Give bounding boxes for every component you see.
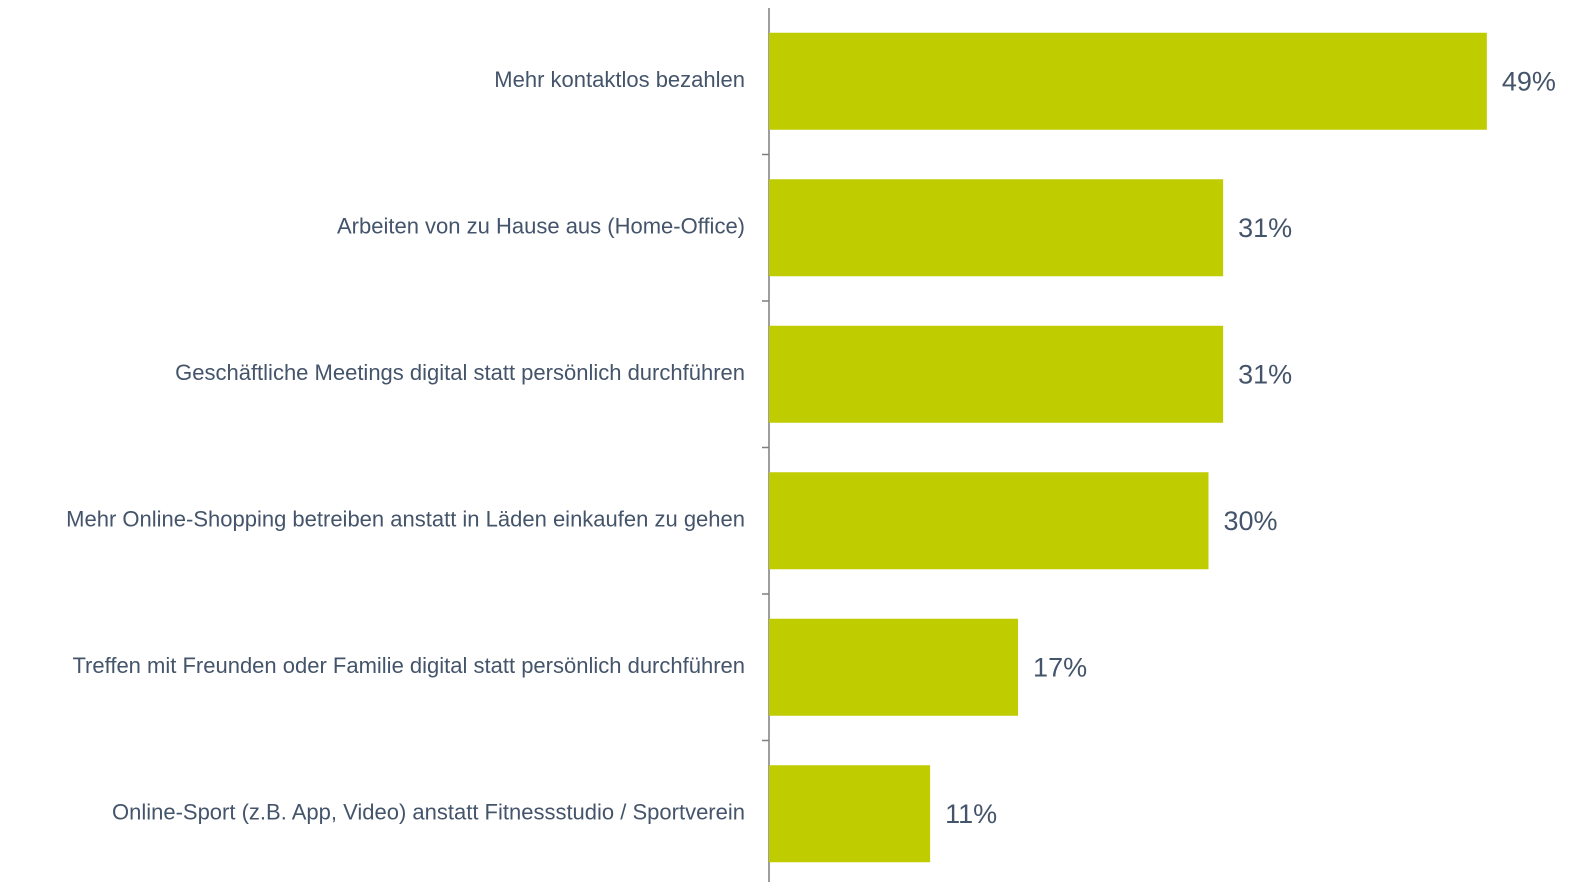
value-label: 11% <box>945 799 997 829</box>
bar <box>769 32 1487 130</box>
value-label: 30% <box>1224 506 1278 536</box>
bar <box>769 472 1209 570</box>
category-label: Mehr kontaktlos bezahlen <box>494 67 745 92</box>
value-label: 31% <box>1238 213 1292 243</box>
category-label: Treffen mit Freunden oder Familie digita… <box>72 653 745 678</box>
category-label: Online-Sport (z.B. App, Video) anstatt F… <box>112 800 745 825</box>
bar <box>769 179 1224 277</box>
category-label: Arbeiten von zu Hause aus (Home-Office) <box>337 214 745 239</box>
bar <box>769 618 1019 716</box>
bar <box>769 325 1224 423</box>
category-label: Mehr Online-Shopping betreiben anstatt i… <box>66 507 745 532</box>
bar <box>769 765 931 863</box>
value-label: 49% <box>1502 66 1556 96</box>
category-label: Geschäftliche Meetings digital statt per… <box>175 360 745 385</box>
value-label: 31% <box>1238 359 1292 389</box>
value-label: 17% <box>1033 652 1087 682</box>
